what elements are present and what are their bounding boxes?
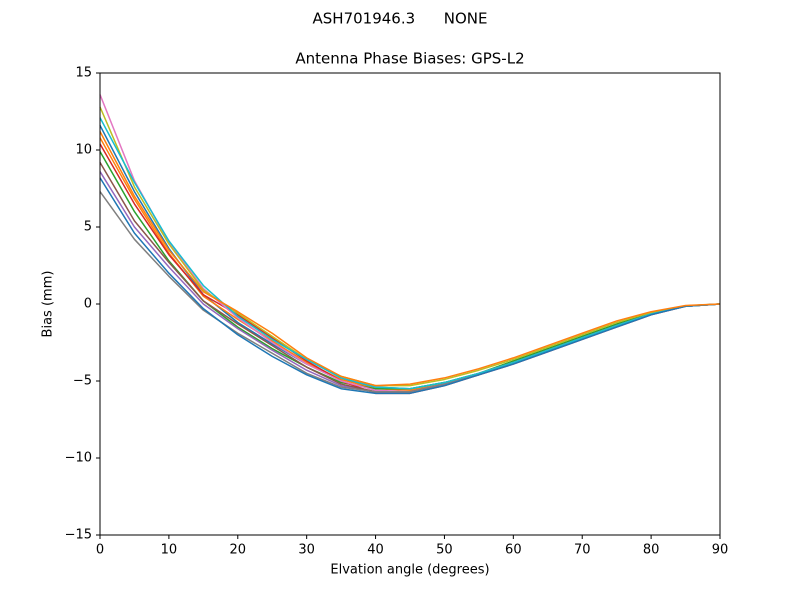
y-tick-label: 0 (84, 297, 92, 312)
x-tick-label: 30 (298, 543, 315, 558)
y-axis-label: Bias (mm) (41, 271, 56, 338)
x-tick-label: 90 (712, 543, 729, 558)
x-tick-label: 80 (643, 543, 660, 558)
x-axis-label: Elvation angle (degrees) (330, 563, 489, 578)
x-tick-label: 20 (230, 543, 247, 558)
x-tick-label: 10 (161, 543, 178, 558)
y-tick-label: 15 (75, 66, 92, 81)
x-tick-label: 50 (436, 543, 453, 558)
series-line (99, 131, 721, 387)
suptitle: ASH701946.3 NONE (313, 10, 488, 28)
x-tick-label: 60 (505, 543, 522, 558)
y-tick-label: 10 (75, 143, 92, 158)
x-tick-label: 40 (367, 543, 384, 558)
y-tick-label: −5 (73, 374, 92, 389)
series-line (99, 177, 721, 395)
series-line (99, 106, 721, 387)
y-tick-label: −10 (65, 451, 92, 466)
y-tick-label: 5 (84, 220, 92, 235)
chart-title: Antenna Phase Biases: GPS-L2 (295, 50, 524, 68)
x-tick-label: 0 (96, 543, 104, 558)
series-line (99, 117, 721, 390)
x-tick-label: 70 (574, 543, 591, 558)
y-tick-label: −15 (65, 528, 92, 543)
